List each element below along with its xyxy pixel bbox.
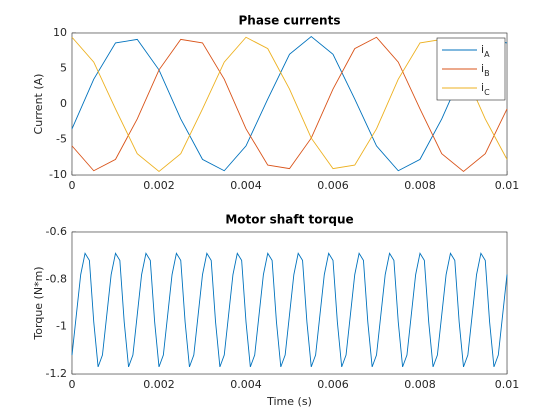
x-tick-label: 0.002 [143, 378, 175, 391]
axes-box [71, 231, 508, 375]
x-tick-label: 0.008 [404, 179, 436, 192]
y-tick-label: -0.8 [46, 272, 67, 285]
x-tick-label: 0.01 [495, 378, 520, 391]
y-axis-label: Torque (N*m) [32, 266, 45, 340]
x-tick-label: 0.002 [143, 179, 175, 192]
x-tick-label: 0.004 [230, 378, 262, 391]
series-line [71, 35, 508, 172]
y-tick-label: 10 [53, 26, 67, 39]
axes-title: Motor shaft torque [225, 213, 353, 227]
series-line [71, 252, 508, 368]
y-tick-label: -0.6 [46, 225, 67, 238]
y-tick-label: -1.2 [46, 367, 67, 380]
axes-title: Phase currents [239, 14, 341, 28]
x-tick-label: 0.008 [404, 378, 436, 391]
x-tick-label: 0.006 [317, 378, 349, 391]
x-tick-label: 0 [69, 378, 76, 391]
axes-box [71, 32, 508, 176]
y-tick-label: -1 [56, 320, 67, 333]
x-tick-label: 0 [69, 179, 76, 192]
series-line [71, 36, 508, 173]
legend-label: iA [481, 43, 490, 59]
x-tick-label: 0.01 [495, 179, 520, 192]
series-line [71, 36, 508, 173]
x-tick-label: 0.006 [317, 179, 349, 192]
y-tick-label: -10 [49, 168, 67, 181]
legend-label: iC [481, 81, 490, 97]
x-axis-label: Time (s) [266, 395, 312, 408]
legend-label: iB [481, 62, 490, 78]
y-tick-label: 0 [60, 97, 67, 110]
y-axis-label: Current (A) [32, 74, 45, 135]
x-tick-label: 0.004 [230, 179, 262, 192]
y-tick-label: 5 [60, 62, 67, 75]
y-tick-label: -5 [56, 133, 67, 146]
